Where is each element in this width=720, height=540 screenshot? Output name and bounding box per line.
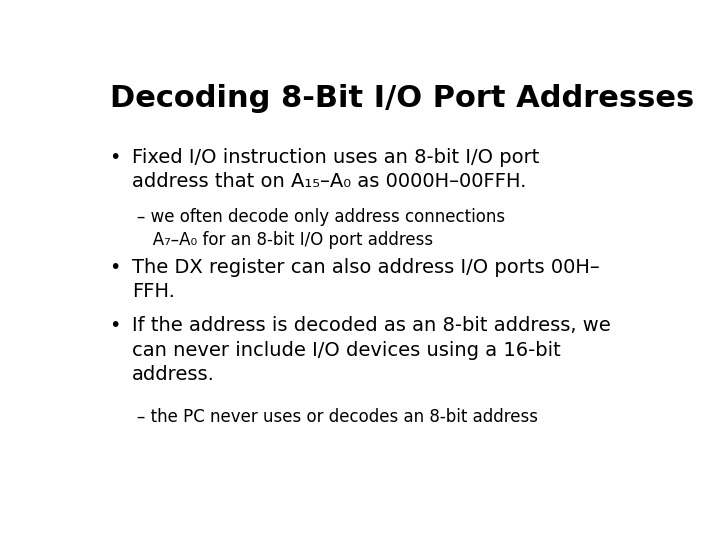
Text: Decoding 8-Bit I/O Port Addresses: Decoding 8-Bit I/O Port Addresses — [109, 84, 694, 112]
Text: •: • — [109, 316, 121, 335]
Text: If the address is decoded as an 8-bit address, we
can never include I/O devices : If the address is decoded as an 8-bit ad… — [132, 316, 611, 384]
Text: Fixed I/O instruction uses an 8-bit I/O port
address that on A₁₅–A₀ as 0000H–00F: Fixed I/O instruction uses an 8-bit I/O … — [132, 148, 539, 191]
Text: – we often decode only address connections
   A₇–A₀ for an 8-bit I/O port addres: – we often decode only address connectio… — [138, 208, 505, 249]
Text: •: • — [109, 148, 121, 167]
Text: – the PC never uses or decodes an 8-bit address: – the PC never uses or decodes an 8-bit … — [138, 408, 539, 426]
Text: The DX register can also address I/O ports 00H–
FFH.: The DX register can also address I/O por… — [132, 258, 600, 301]
Text: •: • — [109, 258, 121, 277]
